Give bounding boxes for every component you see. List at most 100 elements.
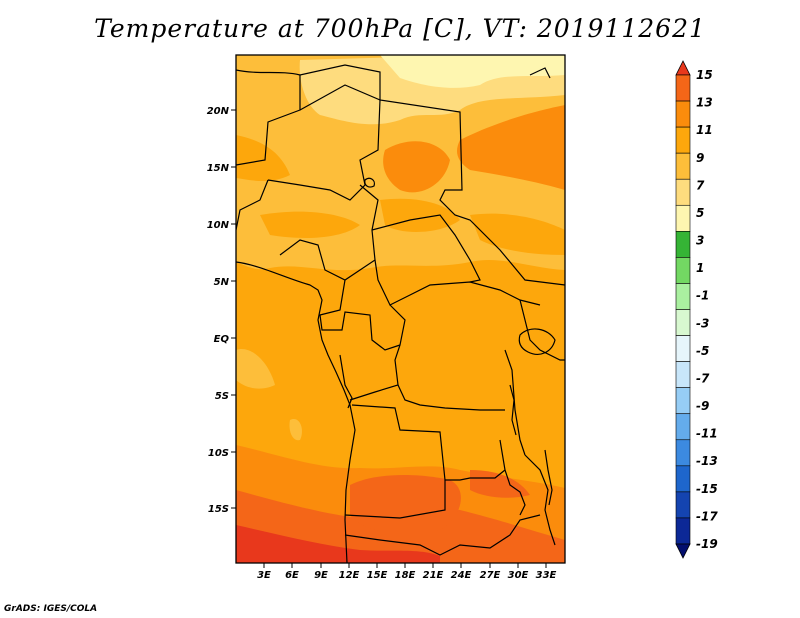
grads-credit: GrADS: IGES/COLA <box>4 604 98 614</box>
lon-label-9e: 9E <box>314 570 328 581</box>
lon-label-30e: 30E <box>508 570 529 581</box>
colorbar-label: 11 <box>696 123 713 137</box>
border-line-18 <box>524 454 556 546</box>
lat-label-20n: 20N <box>207 106 230 117</box>
border-line-8 <box>319 279 401 351</box>
lat-label-5n: 5N <box>214 277 230 288</box>
colorbar-label: 3 <box>696 234 704 248</box>
coastline-atlantic <box>236 261 356 563</box>
field-patch-5 <box>330 85 380 119</box>
colorbar-label: -9 <box>696 399 709 413</box>
lake-malawi <box>544 449 553 506</box>
colorbar-label: -7 <box>696 371 710 385</box>
border-line-10 <box>339 354 353 409</box>
colorbar-segment <box>675 231 691 258</box>
field-patch-11-b <box>457 105 565 190</box>
lon-label-15e: 15E <box>367 570 388 581</box>
colorbar-segment <box>675 335 691 362</box>
colorbar-label: 9 <box>696 151 704 165</box>
border-line-9 <box>349 304 406 401</box>
field-band-15 <box>236 525 440 563</box>
country-borders <box>236 64 565 563</box>
colorbar-label: -11 <box>696 427 718 441</box>
border-line-13 <box>344 480 446 519</box>
colorbar-segment <box>675 257 691 284</box>
colorbar-segment <box>675 439 691 467</box>
lat-label-15s: 15S <box>208 504 229 515</box>
colorbar-segment <box>675 361 691 388</box>
border-line-11 <box>397 384 505 411</box>
field-patch-7-b <box>289 419 302 441</box>
temperature-field <box>236 55 565 563</box>
field-patch-13-b <box>470 470 530 498</box>
lat-label-15n: 15N <box>207 163 230 174</box>
colorbar-segment <box>675 74 691 102</box>
field-patch-9-a <box>236 135 290 182</box>
colorbar-segment <box>675 309 691 336</box>
border-line-4 <box>236 179 269 231</box>
colorbar-label: -17 <box>696 509 718 523</box>
field-patch-7-a <box>236 349 275 389</box>
colorbar-label: 13 <box>696 96 713 110</box>
colorbar-label: 15 <box>696 68 713 82</box>
colorbar-label: 1 <box>696 261 704 275</box>
lon-label-27e: 27E <box>480 570 501 581</box>
lon-label-6e: 6E <box>285 570 299 581</box>
coastline-red-sea <box>529 67 551 79</box>
colorbar-segment <box>675 126 691 154</box>
border-line-1 <box>236 64 565 286</box>
lat-label-10s: 10S <box>208 448 229 459</box>
lake-victoria <box>518 328 556 355</box>
colorbar-top-arrow <box>675 60 691 76</box>
border-line-5 <box>279 184 379 281</box>
field-patch-9-b <box>260 211 360 238</box>
colorbar: 15 13 11 9 7 5 3 1 -1 -3 -5 -7 -9 -11 -13 -15 -17 -19 <box>675 60 718 559</box>
colorbar-segment <box>675 283 691 310</box>
border-line-16 <box>504 349 526 456</box>
lat-label-eq: EQ <box>214 334 230 345</box>
field-patch-13-a <box>350 475 461 535</box>
lake-chad <box>364 177 375 188</box>
border-line-3 <box>267 84 381 201</box>
colorbar-bottom-arrow <box>675 543 691 559</box>
field-band-3 <box>380 55 565 88</box>
lon-label-21e: 21E <box>423 570 444 581</box>
colorbar-label: -19 <box>696 537 718 551</box>
colorbar-label: -1 <box>696 289 709 303</box>
lat-axis: 20N 15N 10N 5N EQ 5S 10S 15S <box>207 106 236 515</box>
colorbar-segment <box>675 152 691 180</box>
colorbar-segment <box>675 413 691 441</box>
lon-label-33e: 33E <box>536 570 557 581</box>
colorbar-segment <box>675 204 691 232</box>
colorbar-label: -3 <box>696 316 709 330</box>
field-patch-9-c <box>380 198 460 232</box>
lat-label-10n: 10N <box>207 220 230 231</box>
border-line-2 <box>236 75 301 166</box>
lon-axis: 3E 6E 9E 12E 15E 18E 21E 24E 27E 30E 33E <box>257 563 557 581</box>
map-frame <box>235 54 566 564</box>
lon-label-12e: 12E <box>339 570 360 581</box>
chart-title: Temperature at 700hPa [C], VT: 201911262… <box>94 14 706 43</box>
colorbar-segment <box>675 465 691 493</box>
field-patch-9-d <box>470 213 565 255</box>
border-line-7 <box>374 259 541 306</box>
lon-label-3e: 3E <box>257 570 271 581</box>
lon-label-24e: 24E <box>451 570 472 581</box>
colorbar-label: 5 <box>696 206 704 220</box>
border-line-6 <box>371 214 481 283</box>
colorbar-segment <box>675 387 691 415</box>
border-line-15 <box>499 439 526 516</box>
colorbar-label: 7 <box>696 178 705 192</box>
field-patch-11-a <box>383 141 450 193</box>
colorbar-segment <box>675 100 691 128</box>
colorbar-segment <box>675 491 691 519</box>
lat-label-5s: 5S <box>215 391 229 402</box>
colorbar-label: -5 <box>696 344 709 358</box>
colorbar-segment <box>675 178 691 206</box>
colorbar-label: -15 <box>696 482 718 496</box>
border-line-14 <box>344 514 541 556</box>
lon-label-18e: 18E <box>395 570 416 581</box>
colorbar-label: -13 <box>696 454 718 468</box>
border-line-17 <box>519 299 565 361</box>
